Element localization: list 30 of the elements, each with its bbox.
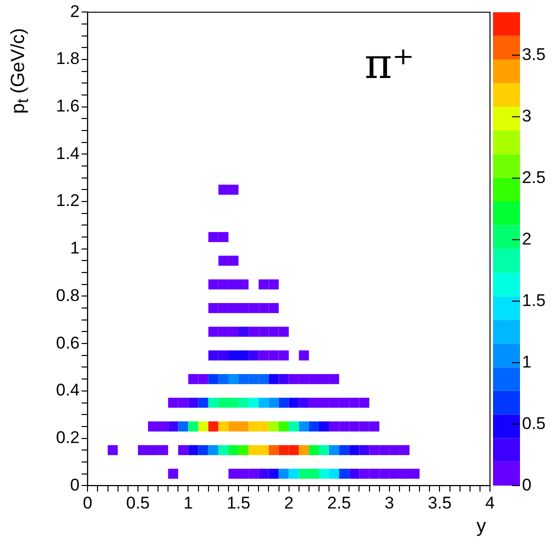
x-tick-label: 4	[485, 493, 495, 512]
y-tick-label: 1	[70, 238, 80, 258]
x-tick-label: 3.5	[428, 493, 452, 512]
color-bar-label: 3.5	[522, 44, 546, 64]
x-tick-label: 1.5	[226, 493, 250, 512]
y-tick-label: 0.4	[56, 380, 80, 400]
x-tick-label: 1	[183, 493, 193, 512]
y-tick-label: 0.6	[56, 333, 80, 352]
annotation: π⁺	[364, 39, 414, 88]
y-tick-label: 1.4	[56, 144, 80, 163]
color-bar-label: 1	[522, 352, 532, 372]
x-tick-label: 3	[384, 493, 394, 512]
y-tick-label: 1.2	[56, 191, 80, 210]
x-tick-label: 0.5	[126, 493, 150, 512]
color-bar-label: 0.5	[522, 414, 546, 433]
color-bar-label: 1.5	[522, 290, 546, 310]
y-tick-label: 0.8	[56, 286, 80, 305]
y-tick-label: 2	[70, 2, 80, 21]
x-tick-label: 0	[82, 493, 92, 512]
x-tick-label: 2.5	[327, 493, 351, 512]
y-tick-label: 0.2	[56, 428, 80, 447]
y-tick-label: 1.6	[56, 96, 80, 116]
color-bar-label: 2	[522, 229, 532, 248]
color-bar-label: 2.5	[522, 168, 546, 187]
y-tick-label: 0	[70, 475, 80, 494]
y-tick-label: 1.8	[56, 49, 80, 68]
color-bar-label: 0	[522, 475, 532, 494]
x-tick-label: 2	[284, 493, 294, 512]
color-bar-label: 3	[522, 106, 532, 126]
x-axis-title: y	[476, 516, 486, 538]
